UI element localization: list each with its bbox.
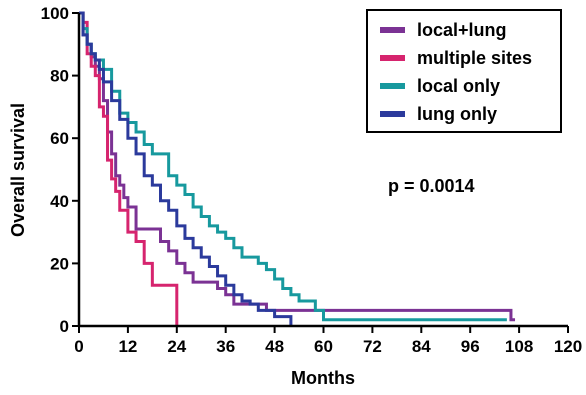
x-tick-label: 24 (167, 337, 186, 356)
series-line-local-only (79, 11, 507, 322)
y-tick-label: 60 (50, 129, 69, 148)
x-ticks: 0 12 24 36 48 60 72 84 96 108 120 (74, 326, 582, 356)
x-axis-title: Months (291, 368, 355, 388)
legend: local+lung multiple sites local only lung o… (366, 9, 562, 133)
x-tick-label: 0 (74, 337, 83, 356)
series-line-lung-only (79, 11, 293, 326)
x-tick-label: 60 (314, 337, 333, 356)
legend-label: lung only (417, 104, 497, 124)
x-tick-label: 84 (412, 337, 431, 356)
y-tick-label: 80 (50, 67, 69, 86)
x-tick-label: 12 (118, 337, 137, 356)
x-tick-label: 48 (265, 337, 284, 356)
y-tick-label: 40 (50, 192, 69, 211)
x-tick-label: 108 (505, 337, 533, 356)
y-ticks: 0 20 40 60 80 100 (41, 4, 79, 336)
x-tick-label: 120 (554, 337, 582, 356)
y-tick-label: 20 (50, 254, 69, 273)
x-tick-label: 96 (461, 337, 480, 356)
x-tick-label: 72 (363, 337, 382, 356)
y-tick-label: 0 (60, 317, 69, 336)
x-tick-label: 36 (216, 337, 235, 356)
legend-label: local only (417, 76, 500, 96)
series-line-multiple-sites (79, 11, 179, 326)
series-lines (79, 11, 516, 326)
p-value-annotation: p = 0.0014 (388, 176, 475, 196)
legend-label: multiple sites (417, 48, 532, 68)
y-axis-title: Overall survival (8, 103, 28, 237)
y-tick-label: 100 (41, 4, 69, 23)
legend-label: local+lung (417, 20, 507, 40)
